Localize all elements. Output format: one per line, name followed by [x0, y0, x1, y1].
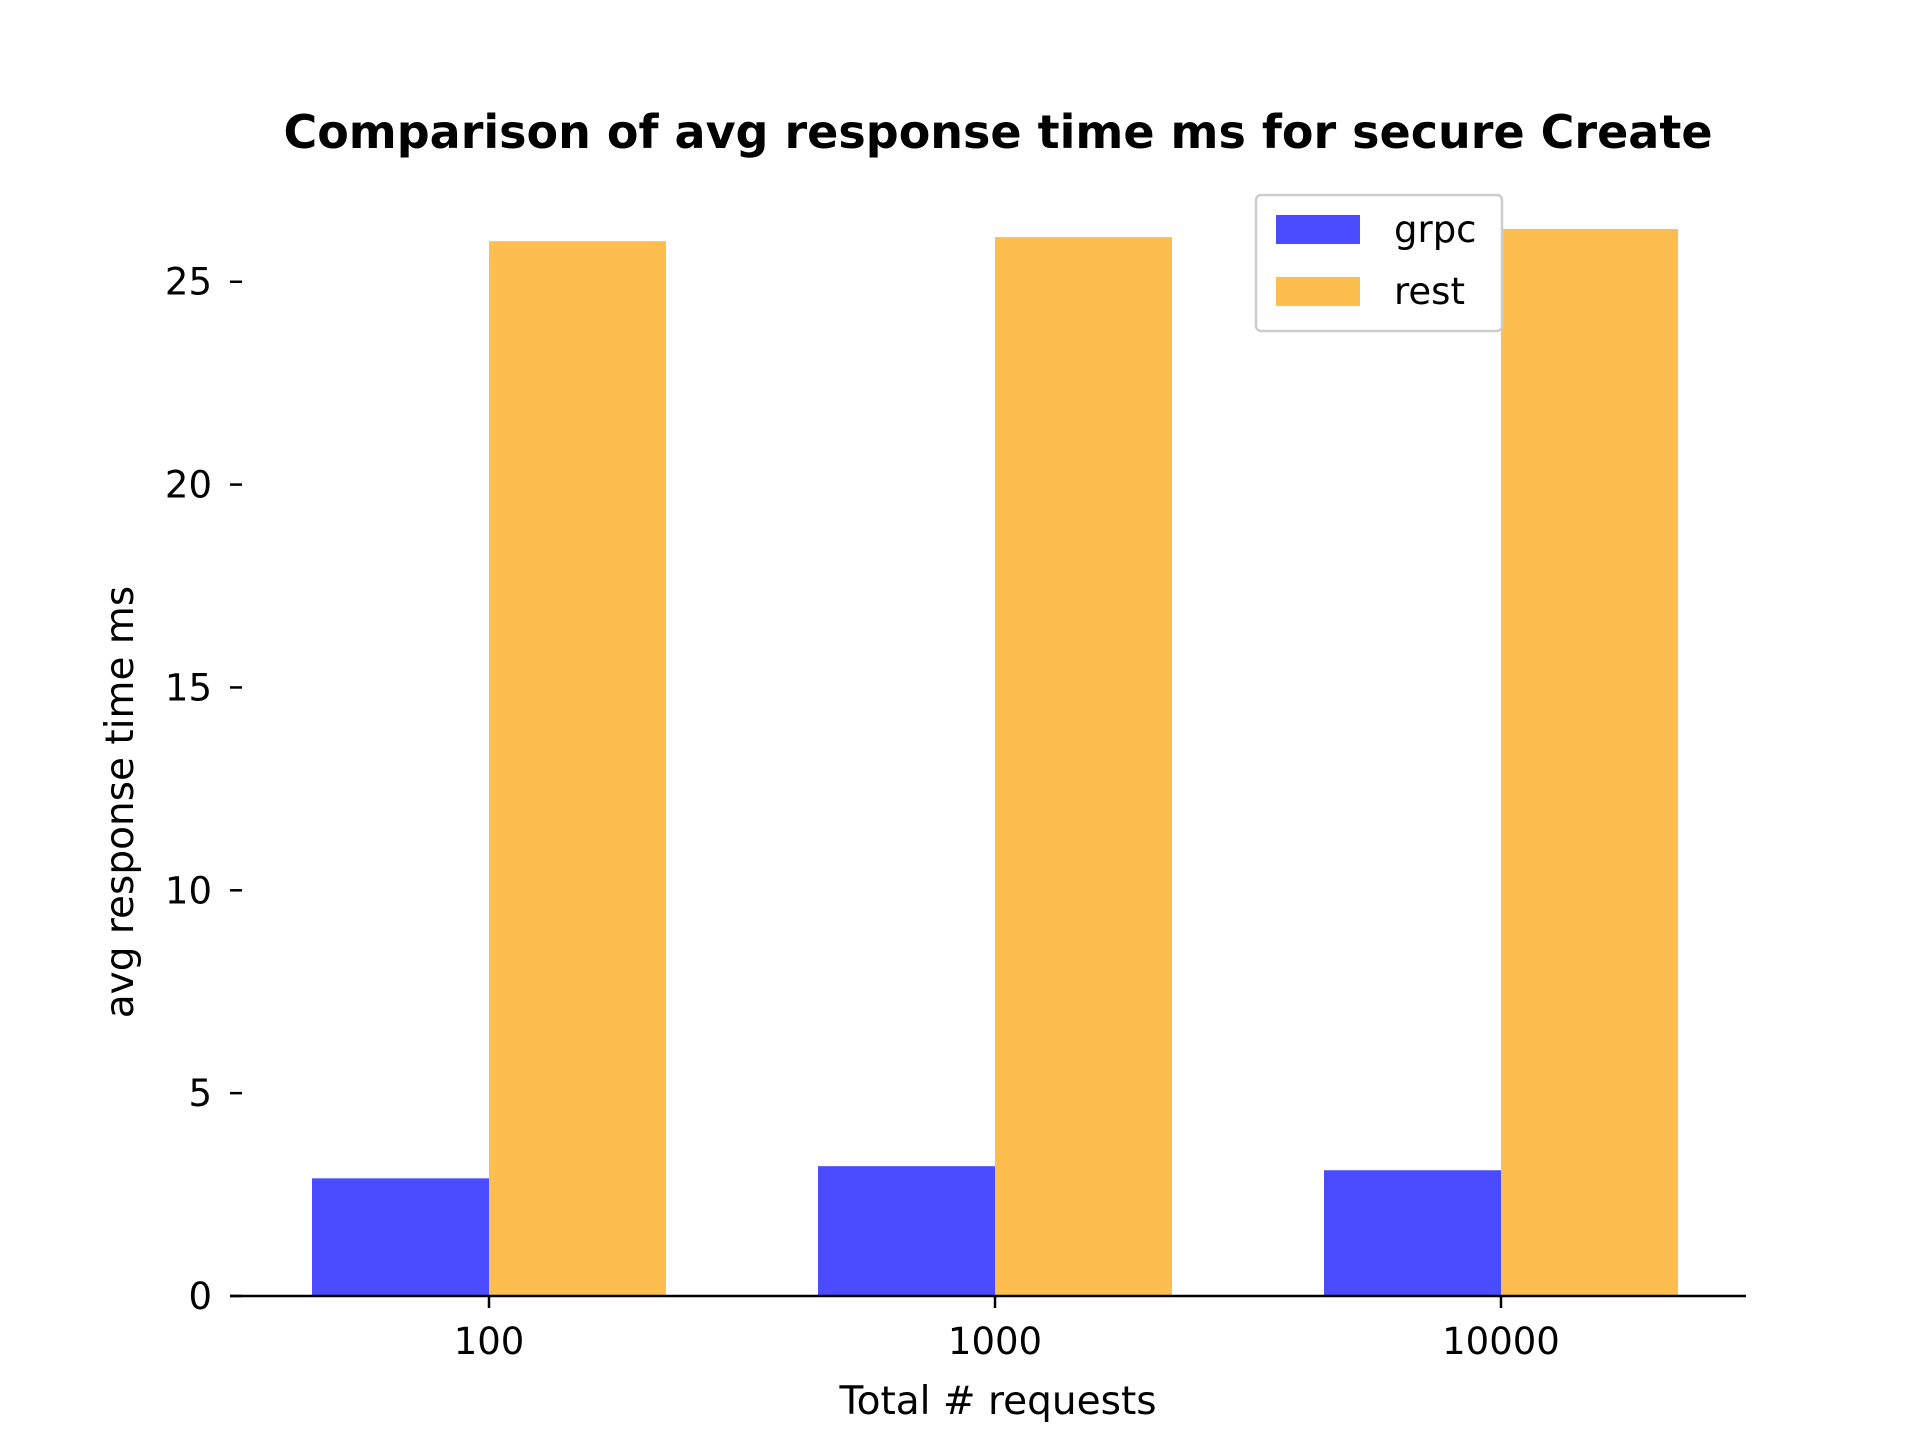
- x-tick-label: 10000: [1442, 1320, 1560, 1363]
- y-tick-label: 15: [165, 666, 212, 709]
- x-tick-label: 100: [454, 1320, 525, 1363]
- legend-label-rest: rest: [1394, 270, 1465, 313]
- bar-rest-10000: [1501, 229, 1678, 1296]
- x-axis-label: Total # requests: [838, 1379, 1156, 1424]
- bar-grpc-1000: [818, 1166, 995, 1296]
- y-axis-label: avg response time ms: [98, 586, 143, 1019]
- x-axis: 100 1000 10000: [230, 1294, 1746, 1363]
- x-tick-label: 1000: [948, 1320, 1042, 1363]
- y-tick-label: 25: [165, 261, 212, 304]
- bar-rest-100: [489, 241, 666, 1296]
- legend-swatch-grpc: [1276, 215, 1360, 244]
- bar-rest-1000: [995, 237, 1172, 1297]
- y-tick-label: 20: [165, 464, 212, 507]
- legend: grpc rest: [1254, 193, 1504, 333]
- y-tick-label: 10: [165, 869, 212, 912]
- legend-swatch-rest: [1276, 277, 1360, 306]
- legend-label-grpc: grpc: [1394, 208, 1477, 251]
- y-axis: 0 5 10 15 20 25: [165, 261, 242, 1318]
- chart-title: Comparison of avg response time ms for s…: [283, 105, 1712, 159]
- bars-layer: [312, 229, 1678, 1297]
- bar-grpc-10000: [1324, 1170, 1501, 1296]
- y-tick-label: 5: [188, 1072, 212, 1115]
- y-tick-label: 0: [188, 1275, 212, 1318]
- bar-grpc-100: [312, 1178, 489, 1296]
